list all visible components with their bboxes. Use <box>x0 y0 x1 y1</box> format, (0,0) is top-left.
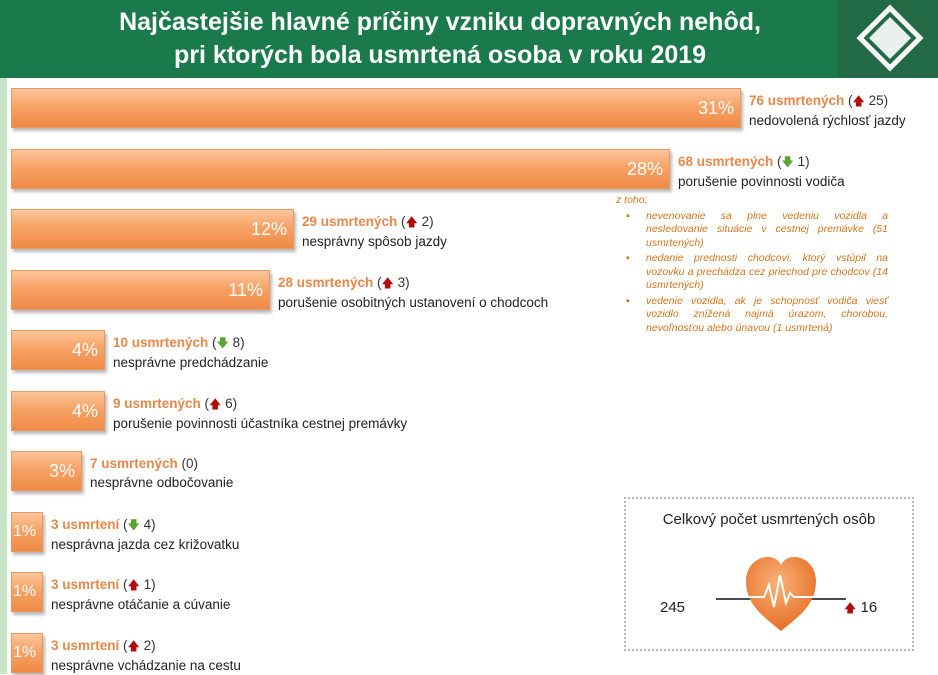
note-item: vedenie vozidla, ak je schopnosť vodiča … <box>616 295 888 336</box>
total-change-value: 16 <box>860 599 878 616</box>
bar-value-label: 31% <box>697 98 734 118</box>
driver-duty-breakdown: z toho: nevenovanie sa plne vedeniu vozi… <box>616 194 888 337</box>
year-change: (🡇 1) <box>773 153 810 169</box>
total-title: Celkový počet usmrtených osôb <box>662 511 876 528</box>
bar-value-label: 4% <box>71 340 98 360</box>
left-decoration-strip <box>0 78 7 674</box>
year-change: (🡇 8) <box>208 335 245 350</box>
note-item: nevenovanie sa plne vedeniu vozidla a ne… <box>616 210 888 251</box>
year-change: (🡅 2) <box>119 637 156 653</box>
bar: 3% <box>11 451 82 491</box>
title-line-1: Najčastejšie hlavné príčiny vzniku dopra… <box>119 8 761 36</box>
cause-name: nesprávna jazda cez križovatku <box>51 536 240 552</box>
bar-label: 76 usmrtených (🡅 25) nedovolená rýchlosť … <box>749 91 906 130</box>
arrow-down-icon: 🡇 <box>216 336 229 350</box>
arrow-up-icon: 🡅 <box>209 396 222 411</box>
bar-value-label: 28% <box>626 158 663 179</box>
arrow-up-icon: 🡅 <box>381 275 394 290</box>
bar: 4% <box>11 390 105 431</box>
death-count: 68 usmrtených <box>678 153 774 169</box>
cause-name: nesprávny spôsob jazdy <box>302 234 447 249</box>
bar-value-label: 1% <box>13 643 37 661</box>
bar-label: 68 usmrtených (🡇 1) porušenie povinnosti … <box>678 152 845 191</box>
bar: 1% <box>11 572 43 612</box>
bar: 1% <box>11 511 43 552</box>
header-banner: Najčastejšie hlavné príčiny vzniku dopra… <box>0 0 938 78</box>
bar: 1% <box>11 632 43 673</box>
cause-name: porušenie osobitných ustanovení o chodco… <box>278 294 549 310</box>
bar-label: 3 usmrtení (🡇 4) nesprávna jazda cez križ… <box>51 515 239 554</box>
bar-label: 10 usmrtených (🡇 8) nesprávne predchádzan… <box>113 333 268 372</box>
cause-name: porušenie povinnosti vodiča <box>678 173 845 189</box>
bar: 28% <box>11 148 670 189</box>
year-change: (🡅 3) <box>373 274 410 290</box>
note-heading: z toho: <box>616 194 648 206</box>
year-change: (🡅 2) <box>397 214 434 229</box>
death-count: 29 usmrtených <box>302 214 398 229</box>
bar-count-line: 76 usmrtených (🡅 25) <box>749 91 906 111</box>
bar-label: 29 usmrtených (🡅 2) nesprávny spôsob jazd… <box>302 212 447 251</box>
bar-count-line: 9 usmrtených (🡅 6) <box>113 394 407 414</box>
arrow-up-icon: 🡅 <box>844 601 857 615</box>
note-item: nedanie prednosti chodcovi, ktorý vstúpi… <box>616 252 888 293</box>
bar-label: 3 usmrtení (🡅 1) nesprávne otáčanie a cúv… <box>51 575 230 614</box>
cause-name: nesprávne vchádzanie na cestu <box>51 657 241 673</box>
cause-name: nedovolená rýchlosť jazdy <box>749 113 906 128</box>
total-deaths-box: Celkový počet usmrtených osôb 245 🡅 16 <box>624 497 914 651</box>
cause-name: porušenie povinnosti účastníka cestnej p… <box>113 415 408 431</box>
bar: 4% <box>11 330 105 370</box>
bar-count-line: 7 usmrtených (0) <box>90 454 233 473</box>
heart-icon <box>716 557 846 631</box>
bar: 12% <box>11 209 294 249</box>
bar-count-line: 10 usmrtených (🡇 8) <box>113 333 268 353</box>
bar-count-line: 3 usmrtení (🡅 1) <box>51 575 230 595</box>
bar: 31% <box>11 88 741 128</box>
bar-label: 3 usmrtení (🡅 2) nesprávne vchádzanie na … <box>51 636 241 675</box>
diamond-icon <box>856 4 924 72</box>
death-count: 9 usmrtených <box>113 395 201 411</box>
bar-value-label: 4% <box>71 400 98 421</box>
year-change: (🡅 1) <box>119 577 156 592</box>
death-count: 7 usmrtených <box>90 456 178 471</box>
bar-count-line: 68 usmrtených (🡇 1) <box>678 152 845 172</box>
page-title: Najčastejšie hlavné príčiny vzniku dopra… <box>0 6 880 72</box>
arrow-up-icon: 🡅 <box>852 94 865 108</box>
bar-count-line: 3 usmrtení (🡇 4) <box>51 515 239 535</box>
bar-label: 9 usmrtených (🡅 6) porušenie povinnosti ú… <box>113 394 407 433</box>
death-count: 28 usmrtených <box>278 274 374 290</box>
arrow-up-icon: 🡅 <box>405 215 418 229</box>
death-count: 3 usmrtení <box>51 577 120 592</box>
arrow-down-icon: 🡇 <box>127 517 140 532</box>
bar-count-line: 28 usmrtených (🡅 3) <box>278 273 548 293</box>
title-line-2: pri ktorých bola usmrtená osoba v roku 2… <box>173 41 707 69</box>
arrow-up-icon: 🡅 <box>127 578 140 592</box>
cause-name: nesprávne odbočovanie <box>90 475 234 490</box>
total-change: 🡅 16 <box>844 599 877 620</box>
bar: 11% <box>11 269 270 310</box>
year-change: (🡅 6) <box>200 395 238 411</box>
year-change: (🡇 4) <box>119 516 156 532</box>
cause-name: nesprávne otáčanie a cúvanie <box>51 597 231 612</box>
bar-value-label: 1% <box>13 583 37 600</box>
total-value: 245 <box>660 599 686 616</box>
bar-label: 7 usmrtených (0) nesprávne odbočovanie <box>90 454 233 492</box>
bar-value-label: 1% <box>13 522 37 540</box>
bar-value-label: 12% <box>250 219 287 239</box>
year-change: (0) <box>177 456 199 471</box>
bar-label: 28 usmrtených (🡅 3) porušenie osobitných … <box>278 273 548 312</box>
bar-value-label: 11% <box>228 279 263 300</box>
header-decoration <box>838 0 938 78</box>
cause-name: nesprávne predchádzanie <box>113 355 269 370</box>
death-count: 10 usmrtených <box>113 335 209 350</box>
death-count: 3 usmrtení <box>51 637 120 653</box>
bar-count-line: 29 usmrtených (🡅 2) <box>302 212 447 232</box>
death-count: 76 usmrtených <box>749 93 845 108</box>
note-list: nevenovanie sa plne vedeniu vozidla a ne… <box>616 210 888 336</box>
arrow-up-icon: 🡅 <box>127 638 140 653</box>
bar-count-line: 3 usmrtení (🡅 2) <box>51 636 241 656</box>
death-count: 3 usmrtení <box>51 516 120 532</box>
arrow-down-icon: 🡇 <box>781 154 794 169</box>
year-change: (🡅 25) <box>844 93 889 108</box>
bar-value-label: 3% <box>48 461 75 481</box>
